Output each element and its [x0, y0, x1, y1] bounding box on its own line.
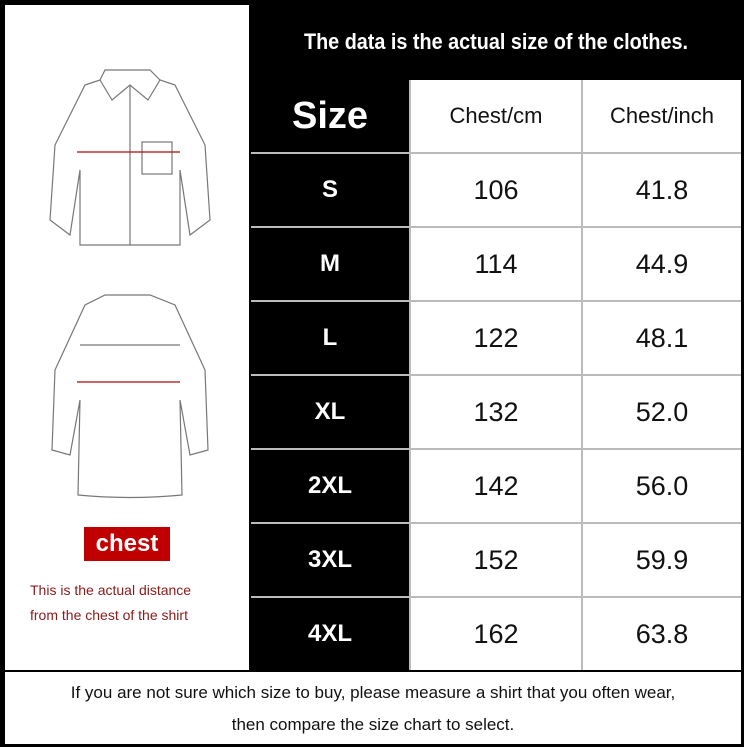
chest-cm-cell: 152: [411, 524, 581, 596]
chest-inch-cell: 41.8: [583, 154, 741, 226]
chest-inch-cell: 56.0: [583, 450, 741, 522]
chest-inch-cell: 44.9: [583, 228, 741, 300]
size-cell: M: [251, 228, 409, 300]
illustration-panel: [5, 5, 249, 670]
chest-cm-cell: 122: [411, 302, 581, 374]
shirt-back-illustration: [51, 294, 209, 499]
footer-line-2: then compare the size chart to select.: [231, 715, 515, 734]
size-cell: 4XL: [251, 598, 409, 670]
note-line-1: This is the actual distance: [30, 582, 192, 598]
chest-cm-cell: 132: [411, 376, 581, 448]
footer-note: If you are not sure which size to buy, p…: [5, 672, 741, 744]
chest-cm-cell: 114: [411, 228, 581, 300]
chest-inch-cell: 48.1: [583, 302, 741, 374]
chest-inch-cell: 52.0: [583, 376, 741, 448]
size-cell: 2XL: [251, 450, 409, 522]
chest-cm-cell: 106: [411, 154, 581, 226]
chest-cm-cell: 162: [411, 598, 581, 670]
header-chest-inch: Chest/inch: [583, 80, 741, 152]
chest-inch-cell: 59.9: [583, 524, 741, 596]
footer-line-1: If you are not sure which size to buy, p…: [70, 683, 676, 702]
size-cell: XL: [251, 376, 409, 448]
size-cell: L: [251, 302, 409, 374]
chest-note: This is the actual distance from the che…: [30, 578, 191, 628]
header-size: Size: [251, 80, 409, 152]
chart-title: The data is the actual size of the cloth…: [275, 5, 717, 78]
size-cell: S: [251, 154, 409, 226]
chest-inch-cell: 63.8: [583, 598, 741, 670]
chest-label-badge: chest: [84, 527, 170, 561]
header-chest-cm: Chest/cm: [411, 80, 581, 152]
size-cell: 3XL: [251, 524, 409, 596]
chest-cm-cell: 142: [411, 450, 581, 522]
size-table: Size Chest/cm Chest/inch S 106 41.8 M 114 44…: [251, 80, 741, 670]
note-line-2: from the chest of the shirt: [30, 607, 188, 623]
shirt-front-illustration: [49, 69, 211, 246]
